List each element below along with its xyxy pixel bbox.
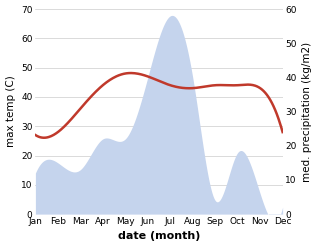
X-axis label: date (month): date (month) [118,231,200,242]
Y-axis label: med. precipitation (kg/m2): med. precipitation (kg/m2) [302,41,313,182]
Y-axis label: max temp (C): max temp (C) [5,76,16,147]
